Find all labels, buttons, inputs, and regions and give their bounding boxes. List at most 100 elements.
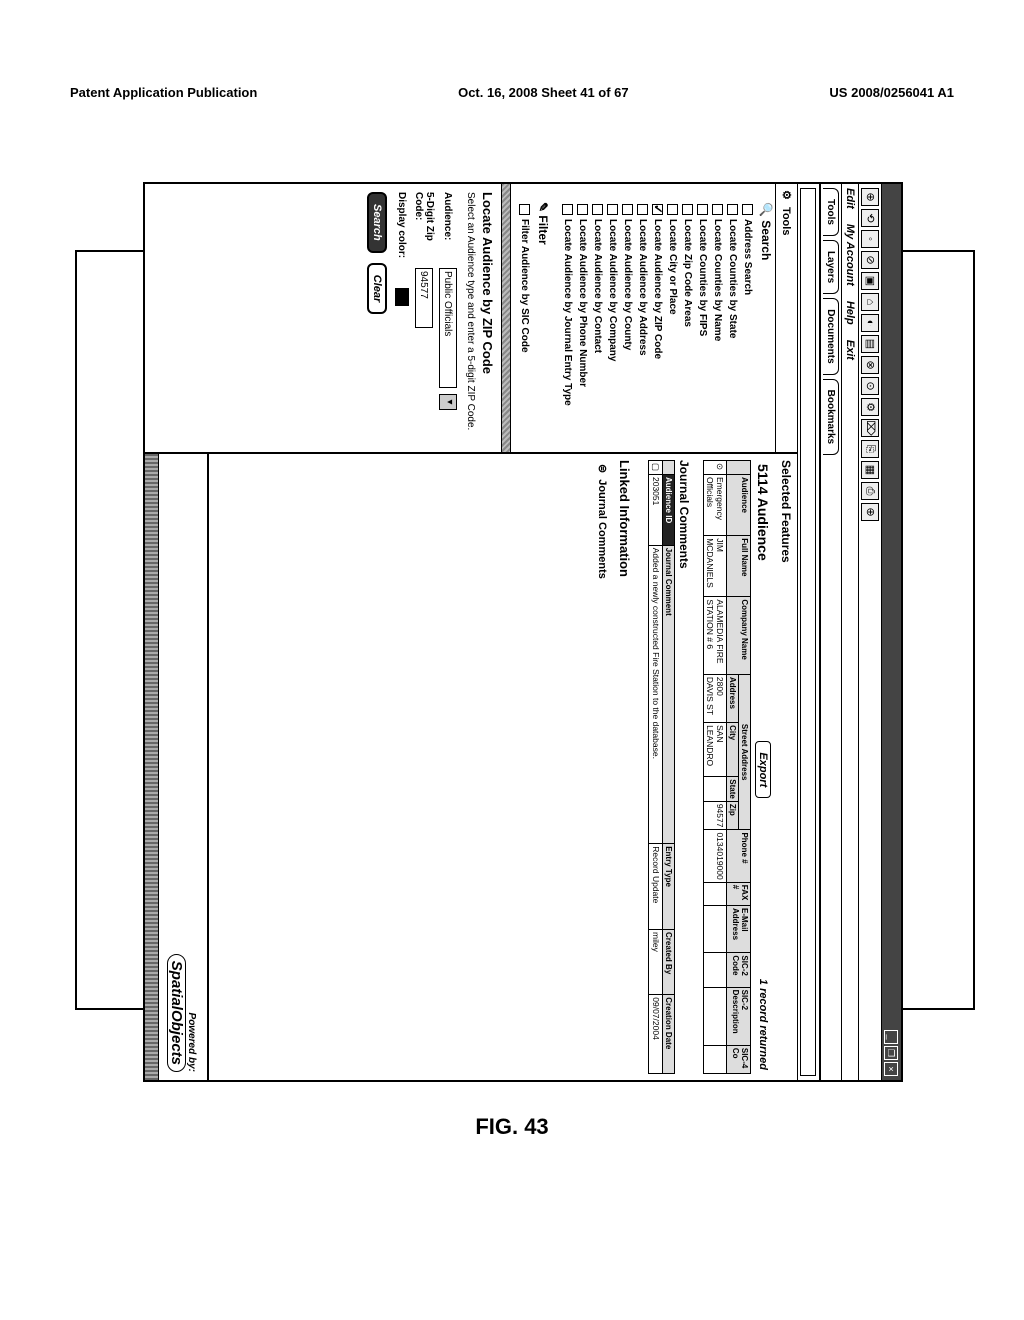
- th[interactable]: Audience: [727, 475, 751, 536]
- tab-bookmarks[interactable]: Bookmarks: [823, 379, 839, 455]
- checkbox-icon[interactable]: [697, 204, 708, 215]
- tree-item[interactable]: Locate Audience by Phone Number: [575, 204, 590, 448]
- th[interactable]: E-Mail Address: [727, 906, 751, 953]
- th[interactable]: SIC-2 Code: [727, 953, 751, 987]
- toolbar-icon[interactable]: ▦: [861, 461, 879, 479]
- search-tree: Address Search Locate Counties by State …: [554, 184, 757, 452]
- tab-documents[interactable]: Documents: [823, 298, 839, 374]
- checkbox-icon[interactable]: [712, 204, 723, 215]
- th[interactable]: Zip: [727, 801, 739, 830]
- window-minimize-icon[interactable]: _: [885, 1030, 899, 1044]
- chevron-down-icon[interactable]: ▾: [439, 394, 457, 410]
- checkbox-icon[interactable]: [607, 204, 618, 215]
- toolbar-icon[interactable]: ⟲: [861, 209, 879, 227]
- figure-frame: _ ❐ × ⊕ ⟲ ◦ ⊘ ▣ ⌂ ◐ ▤ ⊗ ⊙ ⚙ ⌦ ⎘ ▦ ⎙: [75, 250, 975, 1010]
- tabbar: Tools Layers Documents Bookmarks: [819, 184, 841, 1080]
- window-close-icon[interactable]: ×: [885, 1062, 899, 1076]
- pane-divider[interactable]: [501, 184, 511, 452]
- toolbar-icon[interactable]: ⊘: [861, 251, 879, 269]
- tree-item[interactable]: Locate Audience by Journal Entry Type: [560, 204, 575, 448]
- journal-comments-toggle[interactable]: ⊜ Journal Comments: [590, 454, 615, 1080]
- toolbar-icon[interactable]: ⊕: [861, 188, 879, 206]
- export-button[interactable]: Export: [755, 741, 771, 798]
- th[interactable]: Journal Comment: [663, 545, 675, 843]
- th[interactable]: Full Name: [727, 536, 751, 597]
- menu-exit[interactable]: Exit: [844, 340, 856, 360]
- toolbar-icon[interactable]: ⌦: [861, 419, 879, 437]
- search-button[interactable]: Search: [367, 192, 387, 253]
- tree-item[interactable]: Locate Audience by ZIP Code: [650, 204, 665, 448]
- th[interactable]: FAX #: [727, 882, 751, 905]
- audience-select[interactable]: [439, 268, 457, 388]
- cell: ALAMEDIA FIRE STATION # 6: [704, 597, 727, 675]
- pub-left: Patent Application Publication: [70, 85, 257, 100]
- menu-help[interactable]: Help: [844, 301, 856, 325]
- toolbar-icon[interactable]: ◦: [861, 230, 879, 248]
- toolbar-icon[interactable]: ▣: [861, 272, 879, 290]
- table-row[interactable]: ⊙ Emergency Officials JIM MCDANIELS ALAM…: [704, 461, 727, 1074]
- tree-item[interactable]: Locate Counties by FIPS: [695, 204, 710, 448]
- toolbar-icon[interactable]: ⎘: [861, 440, 879, 458]
- row-marker-icon[interactable]: ▢: [649, 461, 663, 475]
- titlebar: _ ❐ ×: [881, 184, 901, 1080]
- th[interactable]: State: [727, 777, 739, 802]
- cell: 09/07/2004: [649, 995, 663, 1074]
- tree-item[interactable]: Locate Counties by Name: [710, 204, 725, 448]
- pub-right: US 2008/0256041 A1: [829, 85, 954, 100]
- th[interactable]: Phone #: [727, 830, 751, 882]
- address-input[interactable]: [801, 188, 817, 1076]
- th[interactable]: SIC-4 Co: [727, 1045, 751, 1073]
- tab-tools[interactable]: Tools: [823, 188, 839, 236]
- checkbox-icon[interactable]: [519, 204, 530, 215]
- checkbox-icon[interactable]: [667, 204, 678, 215]
- tree-item[interactable]: Locate Audience by Company: [605, 204, 620, 448]
- checkbox-icon[interactable]: [592, 204, 603, 215]
- toolbar-icon[interactable]: ⊙: [861, 377, 879, 395]
- toolbar-icon[interactable]: ⊗: [861, 356, 879, 374]
- checkbox-icon[interactable]: [727, 204, 738, 215]
- th[interactable]: Company Name: [727, 597, 751, 675]
- audience-bar: 5114 Audience Export 1 record returned: [751, 454, 775, 1080]
- toolbar-icon[interactable]: ▤: [861, 335, 879, 353]
- toolbar-icon[interactable]: ⎙: [861, 482, 879, 500]
- linked-info-header: Linked Information: [615, 454, 642, 1080]
- tree-item[interactable]: Locate City or Place: [665, 204, 680, 448]
- table-row[interactable]: ▢ 203051 Added a newly constructed Fire …: [649, 461, 663, 1074]
- toolbar-icon[interactable]: ⊕: [861, 503, 879, 521]
- menu-myaccount[interactable]: My Account: [844, 224, 856, 286]
- checkbox-icon[interactable]: [577, 204, 588, 215]
- th[interactable]: SIC-2 Description: [727, 987, 751, 1045]
- checkbox-checked-icon[interactable]: [652, 204, 663, 215]
- th[interactable]: Created By: [663, 930, 675, 995]
- menu-edit[interactable]: Edit: [844, 188, 856, 209]
- tree-item[interactable]: Locate Audience by Contact: [590, 204, 605, 448]
- tree-item[interactable]: Address Search: [740, 204, 755, 448]
- tree-item[interactable]: Locate Audience by Address: [635, 204, 650, 448]
- window-restore-icon[interactable]: ❐: [885, 1046, 899, 1060]
- tree-item[interactable]: Filter Audience by SIC Code: [517, 204, 532, 448]
- tab-layers[interactable]: Layers: [823, 240, 839, 294]
- clear-button[interactable]: Clear: [367, 263, 387, 315]
- th[interactable]: Address: [727, 674, 739, 722]
- tree-item[interactable]: Locate Counties by State: [725, 204, 740, 448]
- toolbar-icon[interactable]: ◐: [861, 314, 879, 332]
- th[interactable]: Entry Type: [663, 844, 675, 930]
- tree-item[interactable]: Locate Zip Code Areas: [680, 204, 695, 448]
- th[interactable]: Audience ID: [663, 475, 675, 546]
- checkbox-icon[interactable]: [622, 204, 633, 215]
- th[interactable]: Creation Date: [663, 995, 675, 1074]
- toolbar-icon[interactable]: ⌂: [861, 293, 879, 311]
- th[interactable]: City: [727, 723, 739, 777]
- tree-item[interactable]: Locate Audience by County: [620, 204, 635, 448]
- zip-input[interactable]: [415, 268, 433, 328]
- form-help: Select an Audience type and enter a 5-di…: [465, 192, 476, 444]
- color-swatch[interactable]: [395, 288, 409, 306]
- checkbox-icon[interactable]: [742, 204, 753, 215]
- toolbar-icon[interactable]: ⚙: [861, 398, 879, 416]
- row-radio-icon[interactable]: ⊙: [704, 461, 727, 475]
- checkbox-icon[interactable]: [562, 204, 573, 215]
- checkbox-icon[interactable]: [682, 204, 693, 215]
- checkbox-icon[interactable]: [637, 204, 648, 215]
- cell: JIM MCDANIELS: [704, 536, 727, 597]
- journal-comments-label: Journal Comments: [597, 479, 609, 579]
